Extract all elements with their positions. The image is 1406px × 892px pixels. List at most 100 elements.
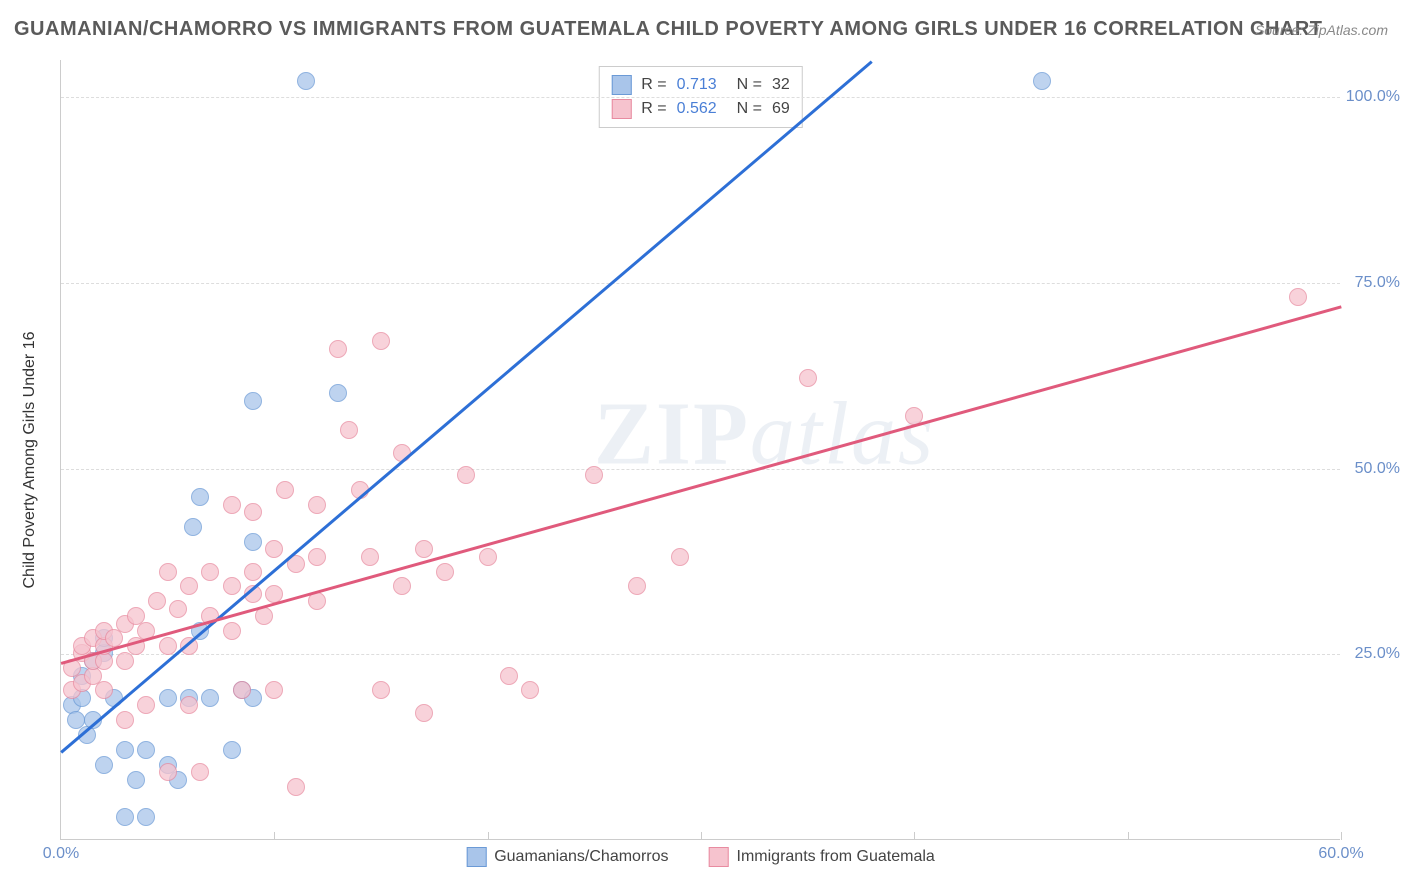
bottom-legend: Guamanians/Chamorros Immigrants from Guat…: [466, 847, 935, 867]
stats-n-value: 69: [772, 100, 790, 118]
point-guamanian: [329, 384, 347, 402]
point-guatemala: [265, 681, 283, 699]
point-guatemala: [500, 667, 518, 685]
point-guamanian: [297, 72, 315, 90]
stats-r-label: R =: [641, 100, 666, 118]
point-guatemala: [180, 696, 198, 714]
point-guatemala: [95, 681, 113, 699]
gridline-h: [61, 469, 1340, 470]
point-guatemala: [415, 540, 433, 558]
point-guatemala: [329, 340, 347, 358]
trend-line-guamanian: [60, 60, 872, 753]
point-guatemala: [799, 369, 817, 387]
point-guamanian: [137, 741, 155, 759]
x-tick: [488, 832, 489, 840]
x-tick: [1341, 832, 1342, 840]
y-tick-label: 50.0%: [1355, 460, 1400, 478]
gridline-h: [61, 283, 1340, 284]
legend-swatch: [709, 847, 729, 867]
x-tick: [274, 832, 275, 840]
point-guatemala: [223, 577, 241, 595]
legend-item: Guamanians/Chamorros: [466, 847, 668, 867]
stats-n-label: N =: [737, 100, 762, 118]
point-guamanian: [137, 808, 155, 826]
point-guamanian: [1033, 72, 1051, 90]
point-guatemala: [265, 540, 283, 558]
x-tick-label: 0.0%: [43, 845, 79, 863]
point-guatemala: [276, 481, 294, 499]
point-guatemala: [233, 681, 251, 699]
point-guamanian: [127, 771, 145, 789]
point-guatemala: [479, 548, 497, 566]
source-attribution: Source: ZipAtlas.com: [1255, 22, 1388, 38]
x-tick: [1128, 832, 1129, 840]
point-guatemala: [436, 563, 454, 581]
point-guatemala: [201, 563, 219, 581]
point-guamanian: [223, 741, 241, 759]
point-guatemala: [308, 496, 326, 514]
point-guamanian: [116, 808, 134, 826]
stats-n-value: 32: [772, 76, 790, 94]
point-guatemala: [372, 332, 390, 350]
point-guamanian: [184, 518, 202, 536]
stats-row: R = 0.562 N = 69: [611, 97, 789, 121]
legend-label: Guamanians/Chamorros: [494, 848, 668, 866]
point-guatemala: [628, 577, 646, 595]
point-guatemala: [415, 704, 433, 722]
point-guatemala: [671, 548, 689, 566]
legend-label: Immigrants from Guatemala: [737, 848, 935, 866]
y-tick-label: 100.0%: [1346, 88, 1400, 106]
x-tick-label: 60.0%: [1318, 845, 1363, 863]
stats-r-value: 0.562: [677, 100, 727, 118]
y-axis-label: Child Poverty Among Girls Under 16: [21, 332, 39, 589]
y-tick-label: 25.0%: [1355, 645, 1400, 663]
point-guatemala: [180, 577, 198, 595]
point-guatemala: [191, 763, 209, 781]
point-guatemala: [308, 548, 326, 566]
point-guatemala: [137, 696, 155, 714]
stats-swatch: [611, 75, 631, 95]
point-guamanian: [244, 392, 262, 410]
chart-container: Child Poverty Among Girls Under 16 ZIPat…: [40, 50, 1390, 870]
point-guatemala: [148, 592, 166, 610]
point-guatemala: [159, 763, 177, 781]
point-guatemala: [1289, 288, 1307, 306]
point-guamanian: [191, 488, 209, 506]
x-tick: [701, 832, 702, 840]
point-guatemala: [287, 778, 305, 796]
point-guatemala: [223, 496, 241, 514]
point-guamanian: [244, 533, 262, 551]
point-guatemala: [116, 652, 134, 670]
stats-row: R = 0.713 N = 32: [611, 73, 789, 97]
gridline-h: [61, 654, 1340, 655]
point-guatemala: [585, 466, 603, 484]
point-guamanian: [95, 756, 113, 774]
point-guamanian: [116, 741, 134, 759]
stats-r-value: 0.713: [677, 76, 727, 94]
stats-swatch: [611, 99, 631, 119]
point-guatemala: [244, 563, 262, 581]
point-guatemala: [223, 622, 241, 640]
point-guatemala: [169, 600, 187, 618]
point-guamanian: [201, 689, 219, 707]
point-guatemala: [361, 548, 379, 566]
x-tick: [914, 832, 915, 840]
point-guatemala: [159, 563, 177, 581]
point-guatemala: [393, 577, 411, 595]
point-guatemala: [521, 681, 539, 699]
point-guatemala: [457, 466, 475, 484]
point-guamanian: [159, 689, 177, 707]
stats-n-label: N =: [737, 76, 762, 94]
point-guatemala: [372, 681, 390, 699]
trend-line-guatemala: [61, 305, 1342, 664]
point-guatemala: [244, 503, 262, 521]
point-guatemala: [116, 711, 134, 729]
point-guatemala: [340, 421, 358, 439]
chart-title: GUAMANIAN/CHAMORRO VS IMMIGRANTS FROM GU…: [14, 18, 1323, 41]
legend-item: Immigrants from Guatemala: [709, 847, 935, 867]
point-guatemala: [159, 637, 177, 655]
plot-area: ZIPatlas R =0.713N =32R =0.562N =69 Guam…: [60, 60, 1340, 840]
legend-swatch: [466, 847, 486, 867]
stats-r-label: R =: [641, 76, 666, 94]
gridline-h: [61, 97, 1340, 98]
